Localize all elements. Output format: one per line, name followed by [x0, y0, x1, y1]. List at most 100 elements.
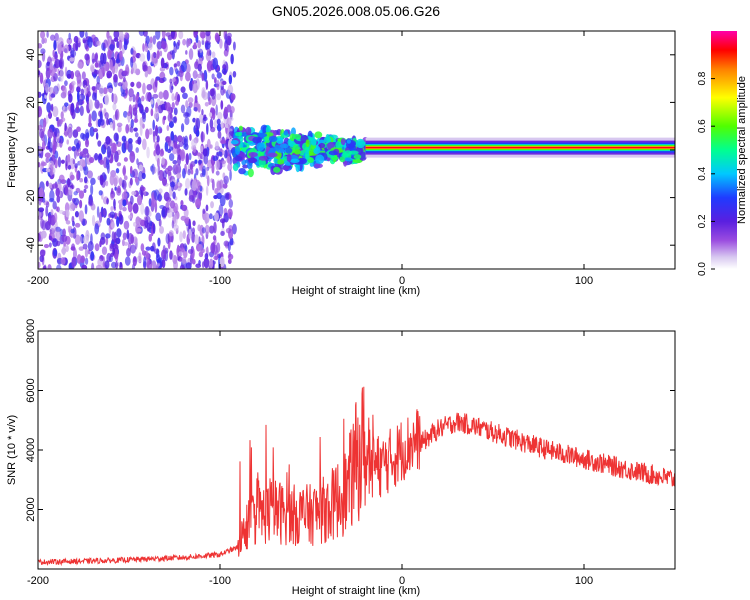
colorbar: 0.0 0.2 0.4 0.6 0.8 Normalized spectral ampl… — [697, 31, 748, 276]
spectrogram-cell — [92, 92, 97, 101]
spectrogram-cell — [210, 87, 217, 100]
spectrogram-cell — [122, 199, 127, 207]
spectrogram-cell — [75, 40, 79, 52]
spectrogram-cell — [144, 45, 149, 53]
spectrogram-cell — [119, 50, 123, 61]
spectrogram-cell — [40, 230, 47, 239]
spectrogram-cell — [154, 124, 159, 137]
spectrogram-cell — [168, 120, 174, 128]
spectrogram-cell — [130, 81, 135, 88]
x-tick-label: 100 — [575, 275, 593, 287]
spectrogram-cell — [136, 95, 139, 101]
spectrogram-cell — [136, 81, 142, 89]
spectrogram-cell — [177, 93, 181, 103]
spectrogram-cell — [226, 32, 232, 39]
spectrogram-cell — [110, 261, 117, 269]
spectrogram-cell — [221, 68, 227, 75]
spectrogram-cell — [78, 190, 85, 199]
spectrogram-cell — [111, 65, 116, 75]
spectrogram-cell — [213, 221, 217, 234]
spectrogram-cell — [135, 216, 141, 226]
spectrogram-cell — [176, 144, 180, 155]
spectrogram-cell — [39, 249, 46, 257]
spectrogram-cell — [54, 58, 61, 69]
spectrogram-cell — [161, 31, 166, 39]
spectrogram-cell — [109, 243, 115, 250]
spectrogram-cell — [160, 57, 165, 69]
spectrogram-cell — [118, 202, 123, 211]
spectrogram-cell — [76, 71, 80, 79]
spectrogram-cell — [220, 139, 226, 145]
spectrogram-cell — [67, 146, 72, 152]
spectrogram-cell — [295, 163, 300, 173]
spectrogram-cell — [50, 93, 56, 98]
spectrogram-cell — [80, 88, 85, 95]
spectrogram-cell — [192, 220, 196, 227]
spectrogram-cell — [214, 212, 219, 222]
spectrogram-cell — [69, 57, 75, 62]
spectrogram-cell — [212, 235, 217, 241]
spectrogram-cell — [104, 112, 109, 120]
spectrogram-cell — [70, 70, 75, 80]
spectrogram-cell — [64, 80, 68, 87]
spectrogram-cell — [185, 71, 191, 82]
spectrogram-cell — [86, 152, 90, 159]
y-tick-label: -40 — [25, 237, 37, 253]
spectrogram-cell — [99, 102, 103, 109]
spectrogram-cell — [252, 136, 262, 144]
spectrogram-cell — [138, 164, 144, 172]
spectrogram-cell — [67, 126, 73, 139]
spectrogram-cell — [107, 49, 112, 60]
spectrogram-cell — [68, 93, 73, 103]
spectrogram-cell — [48, 235, 52, 241]
spectrogram-cell — [62, 184, 68, 195]
spectrogram-cell — [44, 94, 47, 99]
spectrogram-cell — [145, 35, 150, 44]
spectrogram-cell — [52, 106, 59, 118]
spectrogram-cell — [38, 161, 41, 168]
spectrogram-cell — [109, 59, 113, 71]
spectrogram-cell — [113, 37, 119, 42]
spectrogram-cell — [59, 59, 63, 67]
spectrogram-cell — [123, 40, 128, 51]
spectrogram-cell — [113, 31, 120, 39]
spectrogram-cell — [211, 73, 215, 80]
spectrogram-cell — [348, 150, 359, 155]
spectrogram-cell — [57, 37, 64, 46]
spectrogram-cell — [195, 168, 199, 176]
spectrogram-cell — [202, 91, 209, 101]
spectrogram-cell — [224, 39, 228, 51]
spectrogram-cell — [136, 158, 139, 166]
spectrogram-cell — [227, 258, 232, 265]
spectrogram-cell — [223, 175, 229, 185]
spectrogram-cell — [46, 31, 49, 38]
spectrogram-cell — [174, 163, 181, 174]
spectrogram-cell — [209, 118, 214, 129]
spectrogram-cell — [187, 97, 194, 104]
spectrogram-cell — [248, 152, 258, 158]
spectrogram-cell — [76, 90, 80, 103]
spectrogram-cell — [294, 149, 301, 155]
spectrogram-cell — [227, 208, 233, 218]
spectrogram-cell — [209, 258, 214, 269]
spectrogram-cell — [125, 140, 129, 150]
spectrogram-cell — [90, 177, 96, 186]
spectrogram-cell — [56, 264, 62, 269]
spectrogram-cell — [150, 99, 154, 105]
spectrogram-cell — [192, 70, 198, 79]
spectrogram-cell — [84, 128, 90, 141]
spectrogram-cell — [232, 70, 237, 78]
spectrogram-cell — [276, 137, 284, 144]
spectrogram-cell — [66, 37, 73, 45]
spectrogram-cell — [114, 150, 119, 163]
spectrogram-cell — [64, 122, 67, 132]
spectrogram-cell — [173, 63, 177, 68]
spectrogram-cell — [122, 70, 129, 75]
spectrogram-cell — [229, 116, 234, 122]
spectrogram-cell — [57, 43, 62, 55]
spectrogram-cell — [39, 187, 44, 198]
spectrogram-cell — [55, 117, 59, 122]
spectrogram-cell — [185, 262, 192, 269]
spectrogram-cell — [167, 112, 173, 123]
spectrogram-cell — [140, 109, 147, 116]
